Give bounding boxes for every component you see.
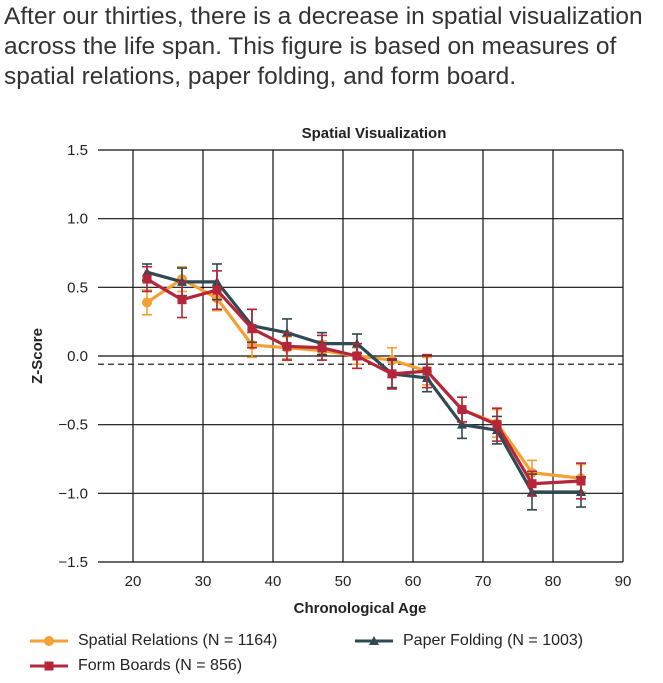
y-tick-label-1: 1.0 xyxy=(67,211,88,228)
legend-item-form-boards: Form Boards (N = 856) xyxy=(28,657,242,675)
data-point-form-boards xyxy=(387,369,397,379)
series-layer xyxy=(142,263,586,511)
data-point-form-boards xyxy=(492,420,502,430)
legend-n-paper-folding: (N = 1003) xyxy=(507,632,584,649)
data-point-form-boards xyxy=(282,341,292,351)
y-tick-label-4: −0.5 xyxy=(58,417,88,434)
y-tick-label-3: 0.0 xyxy=(67,348,88,365)
legend-label-paper-folding: Paper Folding xyxy=(403,632,503,649)
x-tick-label-50: 50 xyxy=(335,573,352,590)
tick-label-layer: 20 30 40 50 60 70 80 90 1.5 1.0 0.5 0.0 −0.5 −1.0 −1.5 xyxy=(58,142,631,590)
triangle-marker-icon xyxy=(355,636,393,645)
series-form-boards xyxy=(142,265,586,500)
data-point-form-boards xyxy=(317,343,327,353)
data-point-form-boards xyxy=(527,479,537,489)
data-point-form-boards xyxy=(177,295,187,305)
legend-n-spatial-relations: (N = 1164) xyxy=(202,632,278,649)
figure-caption: After our thirties, there is a decrease … xyxy=(4,3,643,90)
series-spatial-relations xyxy=(142,265,586,493)
legend-label-spatial-relations: Spatial Relations xyxy=(78,632,199,649)
y-tick-label-5: −1.0 xyxy=(58,485,88,502)
x-axis-label: Chronological Age xyxy=(294,600,427,617)
legend-item-paper-folding: Paper Folding (N = 1003) xyxy=(353,632,583,650)
x-tick-label-70: 70 xyxy=(475,573,492,590)
data-point-form-boards xyxy=(422,366,432,376)
series-paper-folding xyxy=(142,263,586,511)
legend-item-spatial-relations: Spatial Relations (N = 1164) xyxy=(28,632,277,650)
x-tick-label-40: 40 xyxy=(265,573,282,590)
y-axis-label: Z-Score xyxy=(29,328,46,384)
square-marker-icon xyxy=(30,661,68,671)
circle-marker-icon xyxy=(30,636,68,646)
legend: Spatial Relations (N = 1164) Paper Foldi… xyxy=(28,632,658,682)
data-point-paper-folding xyxy=(457,419,467,429)
y-tick-label-0: 1.5 xyxy=(67,142,88,159)
x-tick-label-80: 80 xyxy=(545,573,562,590)
data-point-form-boards xyxy=(212,285,222,295)
x-tick-label-30: 30 xyxy=(195,573,212,590)
x-tick-label-20: 20 xyxy=(125,573,142,590)
legend-label-form-boards: Form Boards xyxy=(78,657,171,674)
spatial-visualization-chart: 20 30 40 50 60 70 80 90 1.5 1.0 0.5 0.0 −0.5 −1.0 −1.5… xyxy=(29,125,631,617)
chart-title: Spatial Visualization xyxy=(302,125,447,142)
data-point-form-boards xyxy=(576,476,586,486)
data-point-spatial-relations xyxy=(142,297,152,308)
legend-n-form-boards: (N = 856) xyxy=(174,657,243,674)
x-tick-label-60: 60 xyxy=(405,573,422,590)
data-point-form-boards xyxy=(142,274,152,284)
data-point-form-boards xyxy=(352,351,362,361)
data-point-form-boards xyxy=(457,405,467,415)
data-point-form-boards xyxy=(247,324,257,334)
y-tick-label-2: 0.5 xyxy=(67,279,88,296)
y-tick-label-6: −1.5 xyxy=(58,554,88,571)
x-tick-label-90: 90 xyxy=(615,573,632,590)
